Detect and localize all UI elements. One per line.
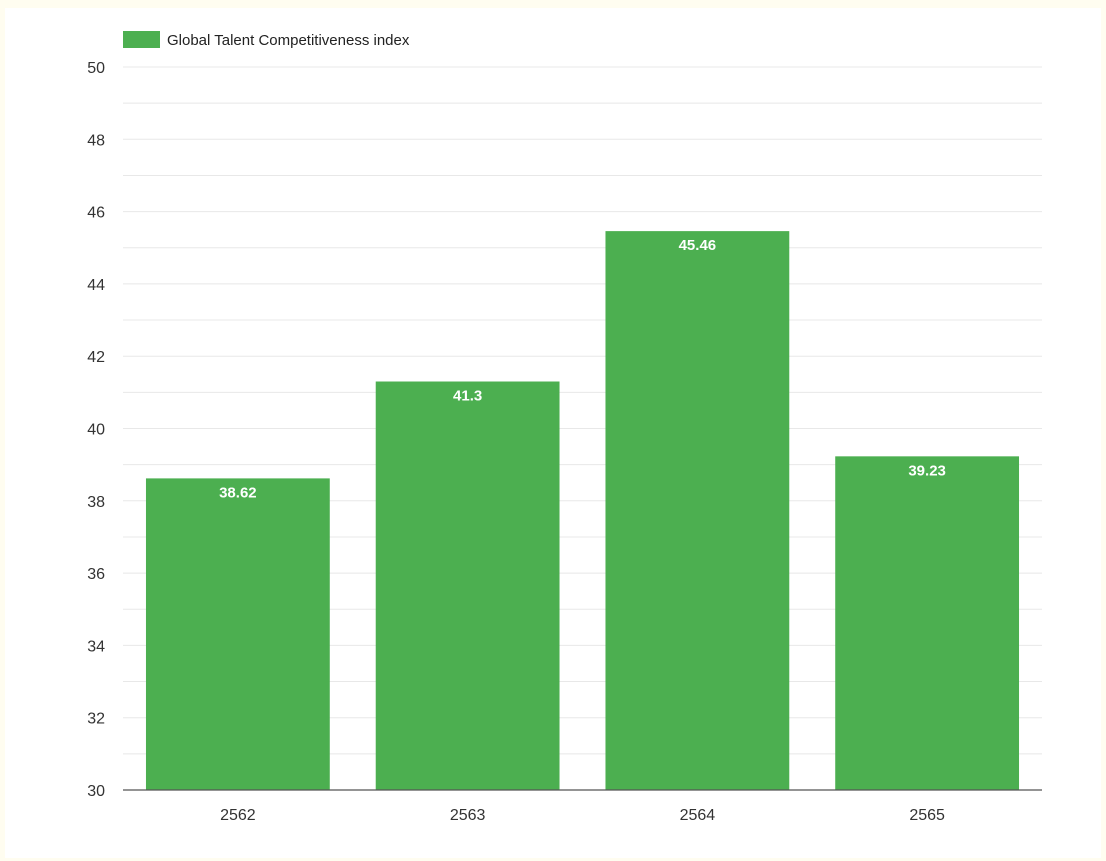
chart-panel: 38.62 41.3 45.46 39.23 30 32 34 36 38 40 42 44 46 48… bbox=[5, 8, 1101, 858]
bar[interactable] bbox=[605, 231, 790, 791]
x-tick-label: 2563 bbox=[450, 807, 486, 824]
x-tick-label: 2564 bbox=[680, 807, 716, 824]
legend-label: Global Talent Competitiveness index bbox=[167, 32, 410, 49]
legend[interactable]: Global Talent Competitiveness index bbox=[123, 31, 410, 49]
y-tick-label: 44 bbox=[87, 277, 105, 294]
y-tick-label: 48 bbox=[87, 132, 105, 149]
y-axis: 30 32 34 36 38 40 42 44 46 48 50 bbox=[87, 60, 105, 800]
x-axis: 2562 2563 2564 2565 bbox=[123, 789, 1042, 824]
bars bbox=[145, 231, 1020, 791]
bar-value-label: 38.62 bbox=[219, 484, 257, 501]
y-tick-label: 40 bbox=[87, 422, 105, 439]
y-tick-label: 36 bbox=[87, 566, 105, 583]
y-tick-label: 46 bbox=[87, 205, 105, 222]
bar[interactable] bbox=[145, 478, 330, 790]
y-tick-label: 42 bbox=[87, 349, 105, 366]
x-tick-label: 2565 bbox=[909, 807, 945, 824]
legend-swatch bbox=[123, 31, 160, 48]
bar-chart: 38.62 41.3 45.46 39.23 30 32 34 36 38 40 42 44 46 48… bbox=[87, 31, 1042, 824]
x-tick-label: 2562 bbox=[220, 807, 256, 824]
bar[interactable] bbox=[835, 456, 1020, 790]
bar-value-label: 41.3 bbox=[453, 388, 482, 405]
y-tick-label: 32 bbox=[87, 711, 105, 728]
bar-value-label: 39.23 bbox=[908, 462, 946, 479]
y-tick-label: 30 bbox=[87, 783, 105, 800]
bar-value-label: 45.46 bbox=[679, 237, 717, 254]
y-tick-label: 34 bbox=[87, 638, 105, 655]
y-tick-label: 50 bbox=[87, 60, 105, 77]
bar[interactable] bbox=[375, 381, 560, 790]
data-labels: 38.62 41.3 45.46 39.23 bbox=[219, 237, 946, 501]
y-tick-label: 38 bbox=[87, 494, 105, 511]
